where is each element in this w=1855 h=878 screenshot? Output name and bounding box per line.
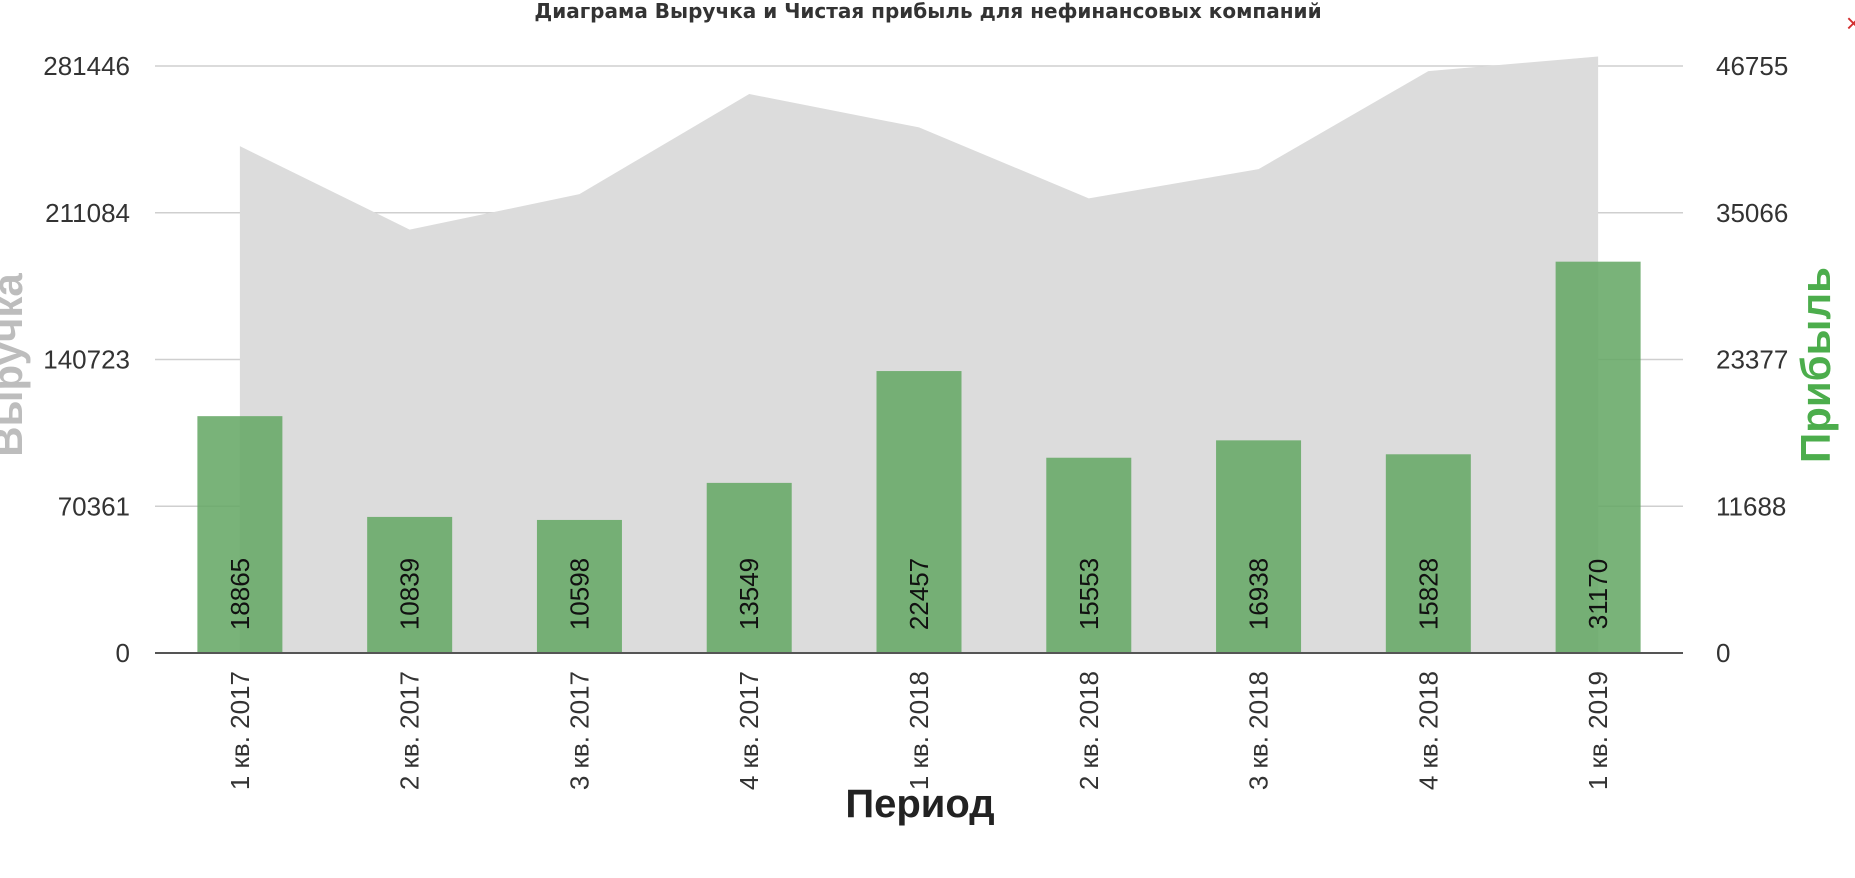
- bar-data-label: 15553: [1074, 558, 1104, 630]
- bar-data-label: 15828: [1413, 558, 1443, 630]
- y-tick-label-left: 140723: [43, 345, 130, 375]
- bar-data-label: 31170: [1583, 559, 1613, 629]
- bar-data-label: 16938: [1244, 558, 1274, 630]
- y-tick-label-right: 35066: [1716, 198, 1788, 228]
- y-axis-label-right: Прибыль: [1792, 267, 1839, 463]
- x-tick-label: 4 кв. 2017: [734, 671, 764, 790]
- bar-data-label: 13549: [734, 558, 764, 630]
- x-tick-label: 1 кв. 2017: [225, 671, 255, 790]
- x-tick-label: 4 кв. 2018: [1413, 671, 1443, 790]
- bar-6: [1046, 457, 1132, 653]
- bar-series: 18865 10839 10598 13549 22457 15553 16938 15828…: [197, 261, 1641, 653]
- y-tick-label-right: 0: [1716, 638, 1730, 668]
- x-tick-label: 1 кв. 2018: [904, 671, 934, 790]
- bar-data-label: 18865: [225, 558, 255, 630]
- y-tick-label-left: 70361: [58, 491, 130, 521]
- close-icon[interactable]: ×: [1845, 8, 1855, 38]
- bar-data-label: 10839: [395, 558, 425, 630]
- x-axis-label: Период: [845, 782, 994, 826]
- bar-1: [197, 416, 283, 653]
- x-tick-label: 1 кв. 2019: [1583, 671, 1613, 790]
- x-tick-label: 3 кв. 2017: [564, 671, 594, 790]
- x-tick-label: 3 кв. 2018: [1244, 671, 1274, 790]
- axes: 0 0 70361 11688 140723 23377 211084 35066 281446…: [43, 51, 1788, 790]
- y-axis-label-left: Выручка: [0, 273, 31, 457]
- y-tick-label-left: 281446: [43, 51, 130, 81]
- bar-8: [1385, 454, 1471, 653]
- bar-2: [367, 516, 453, 653]
- bar-4: [706, 482, 792, 653]
- bar-data-label: 10598: [564, 558, 594, 630]
- y-tick-label-left: 211084: [45, 198, 130, 228]
- bar-3: [536, 519, 622, 653]
- bar-9: [1555, 261, 1641, 653]
- bar-5: [876, 371, 962, 653]
- x-tick-label: 2 кв. 2018: [1074, 671, 1104, 790]
- y-tick-label-right: 11688: [1716, 491, 1786, 521]
- x-tick-label: 2 кв. 2017: [395, 671, 425, 790]
- y-tick-label-right: 23377: [1716, 345, 1788, 375]
- y-tick-label-left: 0: [116, 638, 130, 668]
- bar-data-label: 22457: [904, 558, 934, 630]
- y-tick-label-right: 46755: [1716, 51, 1788, 81]
- chart-title: Диаграма Выручка и Чистая прибыль для не…: [534, 0, 1321, 23]
- bar-7: [1216, 440, 1302, 653]
